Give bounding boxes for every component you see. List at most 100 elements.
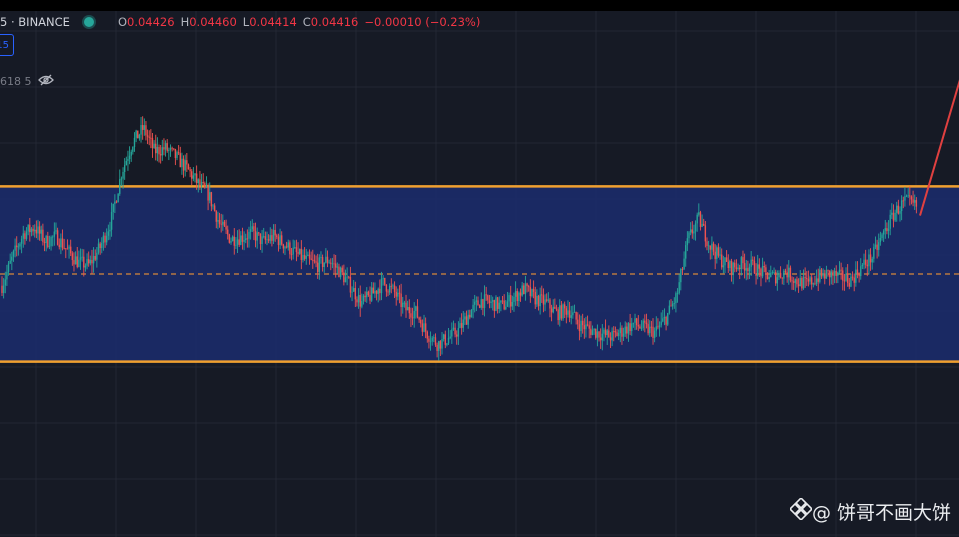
candle-body [879, 238, 882, 243]
candle-body [745, 268, 747, 271]
candle-body [536, 295, 538, 305]
candle-body [869, 254, 872, 263]
candle-body [819, 269, 821, 282]
candle-body [377, 288, 379, 294]
candle-body [488, 300, 491, 303]
candle-body [305, 255, 307, 259]
candle-body [207, 186, 209, 201]
candle-body [492, 300, 494, 302]
candle-body [150, 137, 152, 139]
indicator-legend[interactable]: 618 5 [0, 74, 54, 89]
candle-body [14, 245, 16, 251]
candle-body [861, 264, 864, 267]
candle-body [626, 326, 628, 334]
candle-body [688, 232, 690, 239]
candle-body [155, 143, 157, 154]
price-chart[interactable] [0, 11, 959, 537]
interval-box[interactable]: 15 [0, 34, 14, 56]
candle-body [539, 294, 541, 307]
candle-body [40, 229, 42, 234]
candle-body [65, 248, 67, 250]
candle-body [773, 272, 775, 273]
candle-body [838, 269, 841, 273]
candle-body [294, 247, 296, 249]
ohlc-legend: 5 · BINANCE O 0.04426 H 0.04460 L 0.04414 C… [0, 11, 480, 33]
candle-body [362, 295, 365, 301]
candle-body [882, 230, 885, 235]
candle-body [297, 252, 299, 254]
candle-body [563, 304, 566, 309]
candle-body [343, 272, 345, 283]
candle-body [122, 171, 124, 179]
candle-body [105, 235, 108, 243]
candle-body [577, 319, 579, 325]
candle-body [699, 212, 702, 227]
candle-body [393, 285, 396, 292]
close-value: 0.04416 [310, 15, 359, 29]
candle-body [776, 277, 779, 284]
candle-body [562, 304, 564, 319]
chart-area[interactable]: 5 · BINANCE O 0.04426 H 0.04460 L 0.04414 C… [0, 11, 959, 537]
candle-body [518, 292, 520, 302]
candle-body [506, 301, 509, 307]
candle-body [308, 254, 311, 259]
candle-body [469, 314, 471, 318]
candle-body [424, 323, 427, 332]
candle-body [581, 320, 584, 326]
candle-body [603, 329, 605, 334]
candle-body [442, 334, 445, 339]
candle-body [369, 295, 371, 301]
candle-body [397, 292, 399, 297]
candle-body [511, 301, 514, 307]
candle-body [245, 238, 247, 241]
candle-body [236, 239, 239, 245]
candle-body [439, 341, 442, 349]
candle-body [734, 262, 736, 268]
candle-body [595, 328, 597, 338]
market-status-dot-icon [83, 17, 94, 27]
candle-body [195, 173, 198, 184]
candle-body [891, 212, 893, 215]
candle-body [613, 331, 615, 333]
candle-body [789, 267, 792, 281]
candle-body [465, 316, 468, 325]
candle-body [261, 236, 263, 245]
candle-body [832, 271, 834, 276]
candle-body [274, 229, 276, 236]
candle-body [778, 272, 780, 278]
candle-body [89, 259, 92, 264]
candle-body [398, 292, 401, 294]
candle-body [658, 325, 661, 328]
eye-off-icon[interactable] [37, 74, 54, 89]
candle-body [130, 151, 132, 156]
candle-body [248, 231, 250, 239]
candle-body [258, 232, 260, 234]
candle-body [528, 286, 530, 288]
candle-body [384, 277, 386, 285]
candle-body [20, 238, 23, 244]
candle-body [295, 247, 298, 253]
candle-body [421, 323, 424, 332]
candle-body [629, 323, 631, 332]
candle-body [529, 287, 532, 297]
candle-body [730, 260, 733, 276]
candle-body [665, 317, 667, 325]
candle-body [182, 158, 185, 171]
candle-body [441, 338, 443, 349]
candle-body [691, 229, 693, 234]
candle-body [348, 276, 350, 278]
candle-body [871, 258, 873, 263]
candle-body [783, 270, 785, 279]
candle-body [176, 152, 178, 158]
candle-body [765, 267, 767, 273]
candle-body [452, 327, 455, 330]
candle-body [370, 287, 373, 301]
open-value: 0.04426 [127, 15, 175, 29]
candle-body [743, 263, 746, 271]
candle-body [500, 300, 502, 303]
candle-body [431, 337, 433, 342]
candle-body [328, 262, 330, 264]
candle-body [706, 241, 708, 246]
symbol-label[interactable]: 5 · BINANCE [0, 15, 70, 29]
candle-body [418, 317, 420, 320]
